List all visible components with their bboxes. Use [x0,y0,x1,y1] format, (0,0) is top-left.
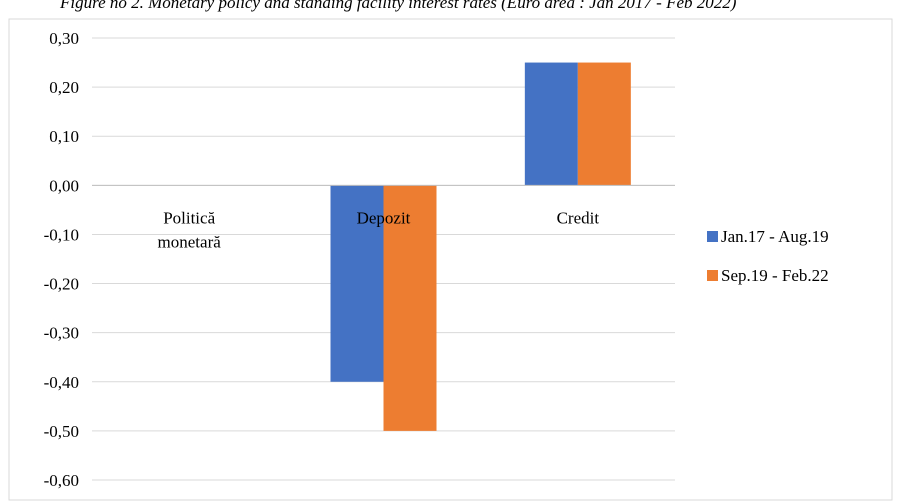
y-tick-label: 0,00 [49,176,79,195]
category-label: Depozit [357,208,411,227]
bar [524,62,578,186]
bar [330,185,384,382]
y-tick-label: -0,30 [44,324,79,343]
legend-label: Sep.19 - Feb.22 [721,266,829,285]
legend: Jan.17 - Aug.19 Sep.19 - Feb.22 [707,227,829,285]
y-tick-label: -0,60 [44,471,79,490]
category-label: Politică [163,208,215,227]
y-axis-tick-labels: 0,30 0,20 0,10 0,00 -0,10 -0,20 -0,30 -0,40 -0,5… [44,29,79,490]
y-tick-label: -0,40 [44,373,79,392]
category-label: Credit [557,208,600,227]
y-tick-label: 0,10 [49,127,79,146]
category-label: monetară [158,232,222,251]
bar [383,185,437,431]
bar [577,62,631,186]
y-tick-label: -0,10 [44,225,79,244]
legend-swatch [707,231,718,242]
chart-border [8,18,893,501]
y-tick-label: -0,20 [44,275,79,294]
legend-swatch [707,270,718,281]
y-tick-label: 0,30 [49,29,79,48]
category-labels: Politică monetară Depozit Credit [158,208,600,251]
y-tick-label: -0,50 [44,422,79,441]
figure-caption: Figure no 2. Monetary policy and standin… [60,0,737,12]
bars [330,62,631,431]
y-tick-label: 0,20 [49,78,79,97]
legend-label: Jan.17 - Aug.19 [721,227,829,246]
